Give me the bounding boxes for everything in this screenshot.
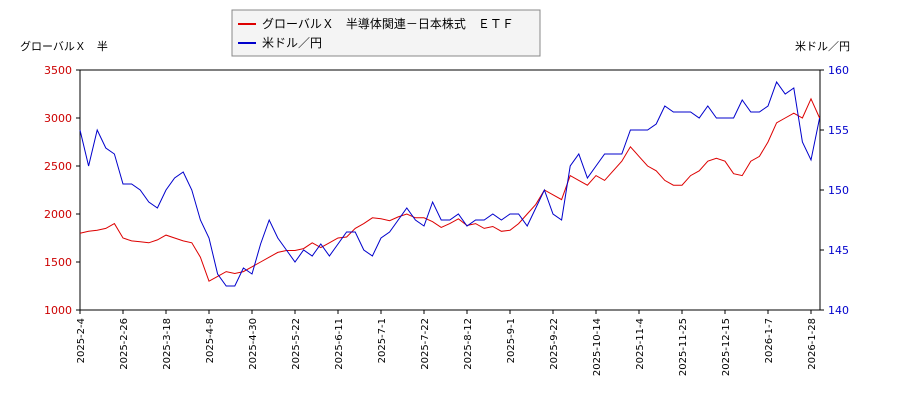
x-tick-label: 2025-9-1 bbox=[506, 318, 517, 363]
y2-tick-label: 140 bbox=[828, 304, 849, 317]
y2-tick-label: 145 bbox=[828, 244, 849, 257]
x-tick-label: 2025-7-1 bbox=[377, 318, 388, 363]
series-line bbox=[79, 97, 821, 282]
x-tick-label: 2025-4-30 bbox=[248, 318, 259, 370]
legend-box bbox=[231, 9, 541, 57]
x-tick-label: 2025-11-4 bbox=[635, 318, 646, 370]
y-tick-label: 3500 bbox=[44, 64, 72, 77]
x-tick-label: 2025-5-22 bbox=[291, 318, 302, 370]
series-line bbox=[79, 80, 821, 287]
legend-label: 米ドル／円 bbox=[262, 36, 322, 50]
x-tick-label: 2026-1-28 bbox=[807, 318, 818, 370]
x-tick-label: 2025-3-18 bbox=[162, 318, 173, 370]
y-tick-label: 3000 bbox=[44, 112, 72, 125]
x-tick-label: 2025-4-8 bbox=[205, 318, 216, 363]
plot-frame bbox=[79, 69, 821, 311]
x-tick-label: 2025-2-4 bbox=[76, 318, 87, 363]
x-tick-label: 2025-8-12 bbox=[463, 318, 474, 370]
x-tick-label: 2025-11-25 bbox=[678, 318, 689, 376]
legend-label: グローバルＸ 半導体関連－日本株式 ＥＴＦ bbox=[262, 16, 514, 31]
y-tick-label: 1500 bbox=[44, 256, 72, 269]
x-tick-label: 2025-10-14 bbox=[592, 318, 603, 376]
x-tick-label: 2025-12-15 bbox=[721, 318, 732, 376]
y-tick-label: 1000 bbox=[44, 304, 72, 317]
x-tick-label: 2025-9-22 bbox=[549, 318, 560, 370]
y-tick-label: 2000 bbox=[44, 208, 72, 221]
y-tick-label: 2500 bbox=[44, 160, 72, 173]
x-tick-label: 2025-2-26 bbox=[119, 318, 130, 370]
x-tick-label: 2025-7-22 bbox=[420, 318, 431, 370]
y-axis-title: グローバルＸ 半 bbox=[20, 39, 108, 53]
x-tick-label: 2026-1-7 bbox=[764, 318, 775, 363]
y2-tick-label: 150 bbox=[828, 184, 849, 197]
y2-tick-label: 160 bbox=[828, 64, 849, 77]
y2-tick-label: 155 bbox=[828, 124, 849, 137]
x-tick-label: 2025-6-11 bbox=[334, 318, 345, 370]
y2-axis-title: 米ドル／円 bbox=[795, 40, 850, 53]
